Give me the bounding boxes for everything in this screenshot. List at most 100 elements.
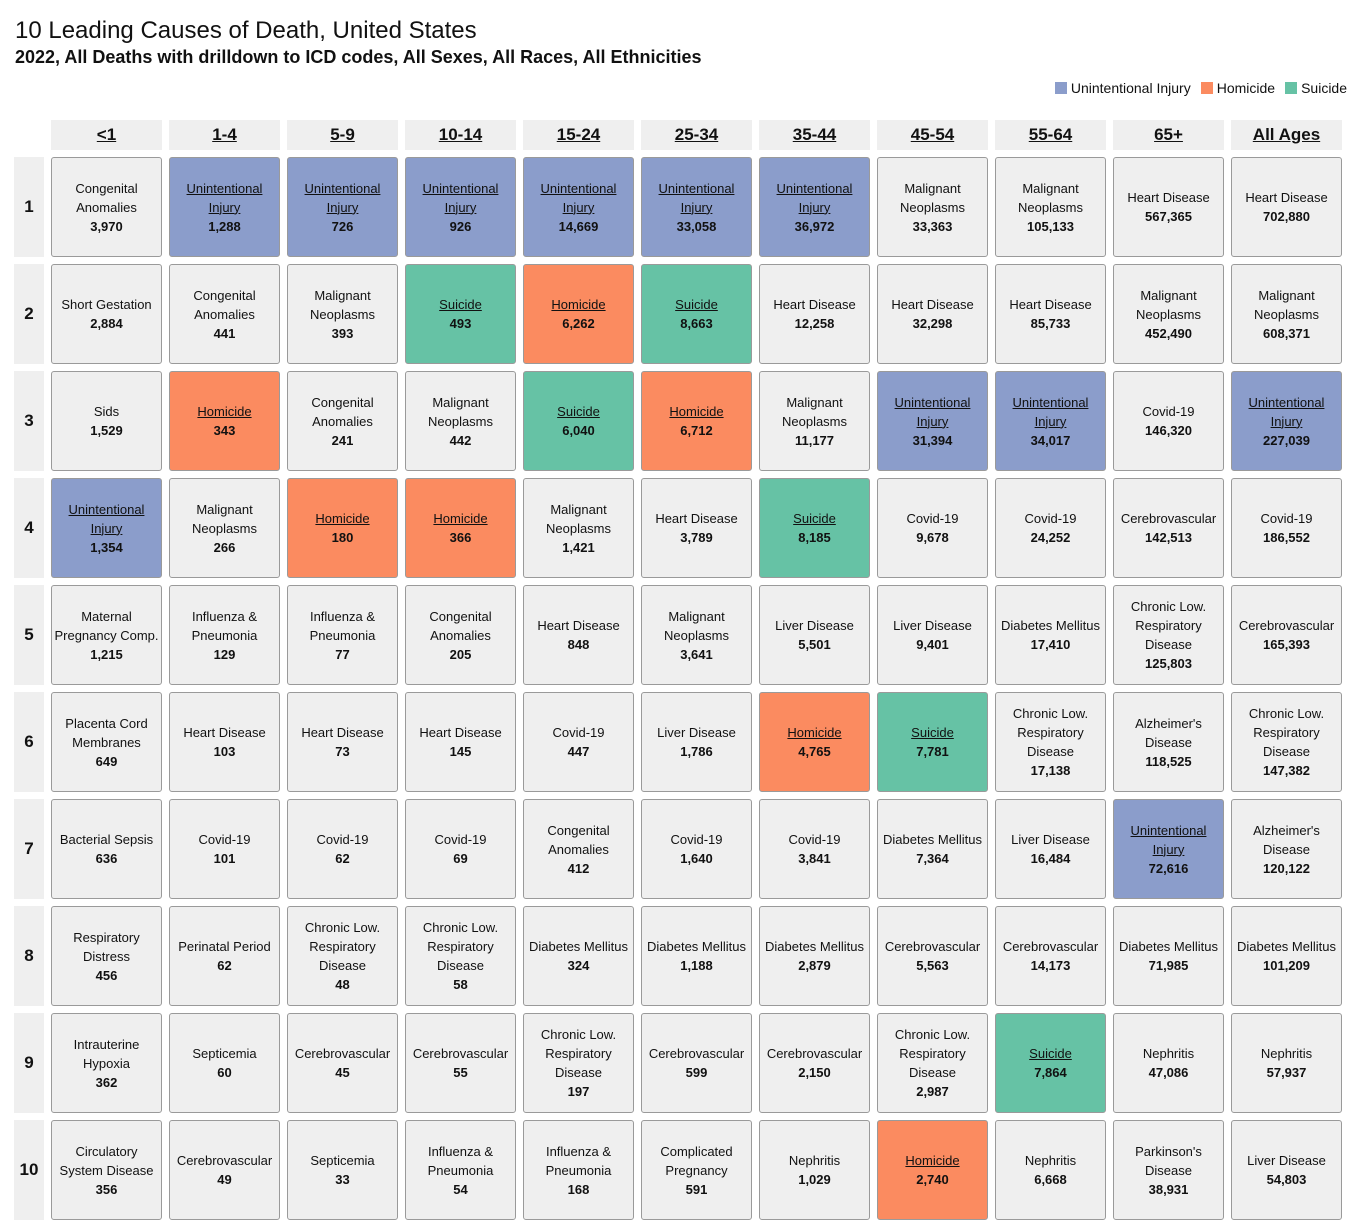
cause-name[interactable]: Unintentional Injury [776, 180, 853, 215]
cause-cell[interactable]: Unintentional Injury 34,017 [995, 371, 1106, 471]
column-header-0[interactable]: <1 [51, 120, 162, 150]
cause-cell: Sids 1,529 [51, 371, 162, 471]
death-count: 2,884 [90, 316, 123, 331]
death-count: 9,401 [916, 637, 949, 652]
column-header-4[interactable]: 15-24 [523, 120, 634, 150]
cause-cell[interactable]: Homicide 2,740 [877, 1120, 988, 1220]
cause-name[interactable]: Homicide [787, 725, 842, 740]
cause-name[interactable]: Unintentional Injury [422, 180, 499, 215]
cause-name: Nephritis [1024, 1153, 1077, 1168]
cause-cell[interactable]: Unintentional Injury 72,616 [1113, 799, 1224, 899]
death-count: 186,552 [1263, 530, 1310, 545]
cause-cell[interactable]: Unintentional Injury 31,394 [877, 371, 988, 471]
cause-cell: Congenital Anomalies 3,970 [51, 157, 162, 257]
cause-name: Chronic Low. Respiratory Disease [1248, 706, 1325, 759]
death-count: 442 [449, 432, 472, 448]
cause-cell: Covid-19 62 [287, 799, 398, 899]
cause-name[interactable]: Unintentional Injury [894, 394, 971, 429]
death-count: 456 [95, 967, 118, 983]
death-count: 72,616 [1148, 860, 1189, 876]
column-header-10[interactable]: All Ages [1231, 120, 1342, 150]
cause-name[interactable]: Suicide [911, 725, 954, 740]
cause-cell[interactable]: Suicide 493 [405, 264, 516, 364]
cause-cell[interactable]: Homicide 4,765 [759, 692, 870, 792]
cause-name: Cerebrovascular [766, 1046, 863, 1061]
column-header-3[interactable]: 10-14 [405, 120, 516, 150]
cause-name: Covid-19 [1260, 511, 1313, 526]
cause-name[interactable]: Homicide [669, 404, 724, 419]
column-header-8[interactable]: 55-64 [995, 120, 1106, 150]
cause-cell[interactable]: Unintentional Injury 33,058 [641, 157, 752, 257]
death-count: 3,641 [680, 646, 713, 662]
cause-cell[interactable]: Unintentional Injury 926 [405, 157, 516, 257]
cause-cell: Cerebrovascular 2,150 [759, 1013, 870, 1113]
column-header-7[interactable]: 45-54 [877, 120, 988, 150]
legend-item-unintentional[interactable]: Unintentional Injury [1054, 80, 1191, 96]
death-count: 49 [217, 1172, 232, 1187]
cause-cell[interactable]: Unintentional Injury 227,039 [1231, 371, 1342, 471]
cause-name[interactable]: Suicide [1029, 1046, 1072, 1061]
cause-name: Sids [93, 404, 120, 419]
death-count: 636 [95, 851, 118, 866]
death-count: 62 [335, 851, 350, 866]
cause-cell[interactable]: Unintentional Injury 1,288 [169, 157, 280, 257]
cause-name[interactable]: Unintentional Injury [1248, 394, 1325, 429]
cause-cell: Parkinson's Disease 38,931 [1113, 1120, 1224, 1220]
cause-cell[interactable]: Suicide 7,781 [877, 692, 988, 792]
cause-cell[interactable]: Suicide 6,040 [523, 371, 634, 471]
cause-cell[interactable]: Unintentional Injury 726 [287, 157, 398, 257]
cause-name[interactable]: Suicide [557, 404, 600, 419]
cause-name[interactable]: Unintentional Injury [1130, 822, 1207, 857]
cause-name: Covid-19 [434, 832, 487, 847]
column-header-2[interactable]: 5-9 [287, 120, 398, 150]
column-header-6[interactable]: 35-44 [759, 120, 870, 150]
cause-name[interactable]: Unintentional Injury [186, 180, 263, 215]
cause-cell[interactable]: Unintentional Injury 14,669 [523, 157, 634, 257]
death-count: 6,040 [562, 423, 595, 438]
column-header-1[interactable]: 1-4 [169, 120, 280, 150]
cause-cell: Chronic Low. Respiratory Disease 125,803 [1113, 585, 1224, 685]
column-header-9[interactable]: 65+ [1113, 120, 1224, 150]
cause-cell: Cerebrovascular 599 [641, 1013, 752, 1113]
cause-name: Heart Disease [655, 511, 738, 526]
death-count: 12,258 [794, 316, 835, 331]
cause-name[interactable]: Suicide [675, 297, 718, 312]
cause-cell[interactable]: Homicide 6,712 [641, 371, 752, 471]
cause-name[interactable]: Unintentional Injury [304, 180, 381, 215]
cause-cell: Heart Disease 145 [405, 692, 516, 792]
cause-name[interactable]: Suicide [439, 297, 482, 312]
death-count: 1,215 [90, 646, 123, 662]
cause-cell[interactable]: Homicide 180 [287, 478, 398, 578]
cause-name: Complicated Pregnancy [660, 1143, 733, 1178]
legend-item-homicide[interactable]: Homicide [1200, 80, 1275, 96]
legend-item-suicide[interactable]: Suicide [1285, 80, 1347, 96]
cause-cell[interactable]: Homicide 6,262 [523, 264, 634, 364]
death-count: 441 [213, 325, 236, 341]
cause-name[interactable]: Homicide [315, 511, 370, 526]
cause-cell: Cerebrovascular 55 [405, 1013, 516, 1113]
cause-name[interactable]: Homicide [433, 511, 488, 526]
cause-name[interactable]: Homicide [905, 1153, 960, 1168]
cause-cell[interactable]: Homicide 343 [169, 371, 280, 471]
cause-cell[interactable]: Suicide 8,663 [641, 264, 752, 364]
cause-cell: Influenza & Pneumonia 168 [523, 1120, 634, 1220]
death-count: 2,879 [798, 958, 831, 973]
cause-name[interactable]: Homicide [551, 297, 606, 312]
cause-cell[interactable]: Homicide 366 [405, 478, 516, 578]
cause-cell[interactable]: Unintentional Injury 1,354 [51, 478, 162, 578]
cause-cell[interactable]: Suicide 8,185 [759, 478, 870, 578]
cause-name[interactable]: Suicide [793, 511, 836, 526]
column-header-5[interactable]: 25-34 [641, 120, 752, 150]
cause-name[interactable]: Homicide [197, 404, 252, 419]
cause-name[interactable]: Unintentional Injury [68, 501, 145, 536]
cause-name[interactable]: Unintentional Injury [1012, 394, 1089, 429]
cause-name[interactable]: Unintentional Injury [540, 180, 617, 215]
cause-name: Malignant Neoplasms [309, 287, 376, 322]
cause-cell[interactable]: Unintentional Injury 36,972 [759, 157, 870, 257]
cause-name[interactable]: Unintentional Injury [658, 180, 735, 215]
cause-name: Heart Disease [301, 725, 384, 740]
cause-cell[interactable]: Suicide 7,864 [995, 1013, 1106, 1113]
cause-name: Heart Disease [419, 725, 502, 740]
row-header-2: 2 [14, 264, 44, 364]
death-count: 2,740 [916, 1172, 949, 1187]
